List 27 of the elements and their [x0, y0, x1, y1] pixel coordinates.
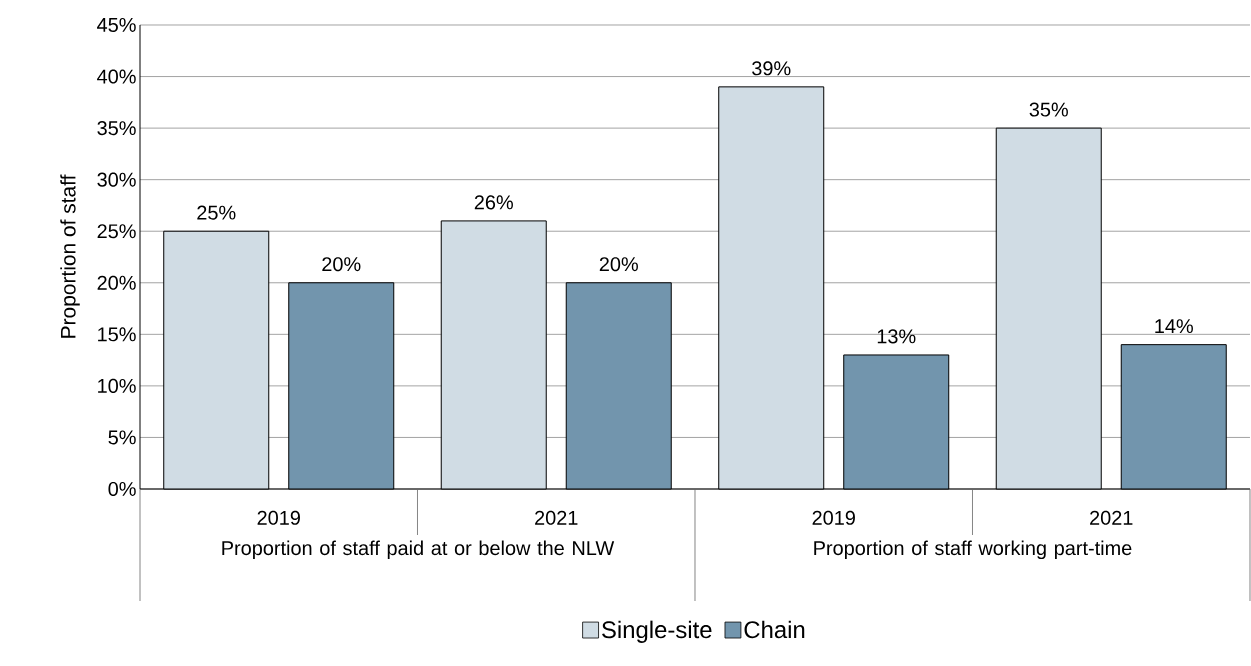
y-tick-label: 40% — [97, 69, 136, 84]
data-label: 20% — [322, 257, 361, 272]
data-label: 35% — [1029, 102, 1068, 117]
legend-label: Single-site — [602, 620, 712, 643]
y-tick-label: 10% — [98, 378, 136, 393]
y-tick-label: 35% — [97, 121, 136, 136]
legend-label: Chain — [744, 620, 805, 639]
y-tick-label: 5% — [108, 430, 136, 445]
y-tick-label: 45% — [97, 17, 136, 32]
x-tick-label: 2021 — [1090, 510, 1133, 525]
text: Proportion of staff paid at or below the NLW — [222, 540, 615, 560]
y-tick-label: 20% — [97, 275, 136, 290]
data-label: 20% — [599, 257, 638, 272]
data-label: 14% — [1155, 319, 1193, 334]
data-label: 13% — [877, 329, 916, 344]
y-tick-label: 15% — [98, 327, 136, 342]
data-label: 25% — [197, 205, 236, 220]
y-tick-label: 0% — [108, 481, 136, 497]
x-tick-label: 2021 — [535, 510, 578, 525]
text: Proportion of staff working part-time — [814, 540, 1132, 560]
x-tick-label: 2019 — [812, 510, 855, 525]
y-tick-label: 30% — [97, 172, 136, 187]
x-tick-label: 2019 — [257, 510, 300, 525]
y-tick-label: 25% — [97, 224, 136, 239]
y-axis-title: Proportion of staff — [60, 174, 80, 338]
data-label: 26% — [474, 195, 513, 210]
data-label: 39% — [752, 61, 791, 76]
